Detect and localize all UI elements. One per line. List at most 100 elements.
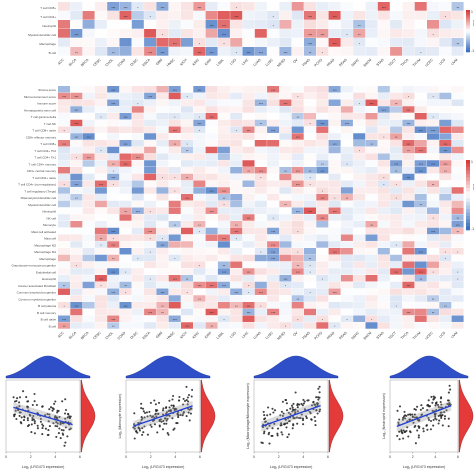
heatmap-cell [377, 221, 390, 228]
heatmap-cell [353, 227, 366, 235]
heatmap-cell [58, 200, 70, 208]
heatmap-cell [107, 20, 120, 29]
data-point [287, 411, 290, 414]
heatmap-cell [316, 254, 329, 262]
heatmap-cell [107, 268, 120, 275]
heatmap-cell [291, 99, 304, 106]
heatmap-cell [402, 221, 415, 228]
heatmap-cell [107, 167, 120, 174]
heatmap-cell [131, 38, 144, 47]
heatmap-cell [316, 92, 329, 100]
significance-mark: * [433, 217, 435, 221]
heatmap-cell [168, 295, 181, 302]
data-point [63, 444, 66, 447]
significance-mark: *** [111, 291, 116, 295]
heatmap-cell [316, 214, 329, 221]
heatmap-cell [82, 288, 95, 295]
heatmap-cell [427, 47, 439, 56]
heatmap-cell [58, 47, 70, 56]
heatmap-cell [131, 173, 144, 181]
heatmap-cell [82, 187, 95, 194]
heatmap-cell [168, 248, 181, 255]
heatmap-cell [316, 288, 329, 295]
heatmap-cell [427, 248, 439, 255]
heatmap-cell [94, 268, 107, 275]
row-label: Neutrophil [42, 24, 56, 28]
heatmap-cell [254, 180, 267, 187]
heatmap-cell [414, 200, 427, 208]
significance-mark: *** [419, 149, 424, 153]
significance-mark: *** [407, 311, 412, 315]
heatmap-cell [119, 20, 132, 29]
heatmap-cell [193, 119, 206, 127]
heatmap-cell [119, 92, 132, 100]
heatmap-cell [94, 47, 107, 56]
heatmap-cell [193, 322, 206, 329]
row-label: T cell CD4+ [40, 15, 56, 19]
significance-mark: * [64, 129, 66, 133]
heatmap-cell [94, 200, 107, 208]
data-point [447, 399, 450, 402]
heatmap-cell [353, 322, 366, 329]
heatmap-cell [439, 234, 452, 241]
heatmap-cell [439, 221, 452, 228]
heatmap-cell [267, 308, 280, 316]
significance-mark: ** [124, 284, 127, 288]
heatmap-cell [107, 322, 120, 329]
heatmap-cell [279, 322, 292, 329]
heatmap-cell [279, 227, 292, 235]
heatmap-cell [316, 113, 329, 120]
heatmap-cell [144, 302, 157, 309]
heatmap-cell [254, 119, 267, 127]
heatmap-cell [70, 221, 83, 228]
heatmap-cell [131, 227, 144, 235]
heatmap-cell [107, 281, 120, 289]
heatmap-cell [304, 221, 316, 228]
data-point [56, 425, 59, 428]
heatmap-cell [131, 234, 144, 241]
column-tick-label: KIRC [192, 330, 201, 339]
heatmap-cell [205, 241, 218, 248]
data-point [317, 398, 320, 401]
right-density [80, 379, 96, 453]
heatmap-cell [82, 146, 95, 154]
x-tick-label: 2 [150, 455, 152, 459]
legend-swatch [466, 31, 470, 34]
heatmap-cell [279, 47, 292, 56]
heatmap-cell [168, 99, 181, 106]
significance-mark: * [310, 183, 312, 187]
data-point [416, 429, 419, 432]
data-point [57, 432, 60, 435]
heatmap-cell [193, 106, 206, 113]
heatmap-cell [156, 268, 169, 275]
heatmap-cell [168, 187, 181, 194]
heatmap-cell [328, 146, 341, 154]
heatmap-cell [82, 207, 95, 214]
data-point [142, 431, 145, 434]
significance-mark: *** [247, 311, 252, 315]
heatmap-cell [414, 11, 427, 20]
heatmap-cell [230, 302, 243, 309]
x-axis-label: Log₂ (LRG473 expression) [270, 465, 313, 469]
heatmap-cell [168, 106, 181, 113]
heatmap-cell [181, 146, 193, 154]
heatmap-cell [316, 106, 329, 113]
heatmap-cell [304, 227, 316, 235]
heatmap-cell [291, 11, 304, 20]
heatmap-cell [304, 302, 316, 309]
heatmap-cell [427, 234, 439, 241]
heatmap-cell [242, 47, 255, 56]
heatmap-cell [94, 322, 107, 329]
row-label: Hematopoietic stem cell [24, 108, 56, 112]
heatmap-cell [451, 315, 464, 322]
heatmap-cell [181, 268, 193, 275]
heatmap-cell [279, 167, 292, 174]
heatmap-cell [340, 288, 353, 295]
heatmap-cell [353, 92, 366, 100]
heatmap-cell [390, 119, 403, 127]
heatmap-cell [107, 92, 120, 100]
significance-mark: * [150, 210, 152, 214]
heatmap-cell [340, 275, 353, 282]
data-point [16, 397, 19, 400]
heatmap-cell [119, 268, 132, 275]
